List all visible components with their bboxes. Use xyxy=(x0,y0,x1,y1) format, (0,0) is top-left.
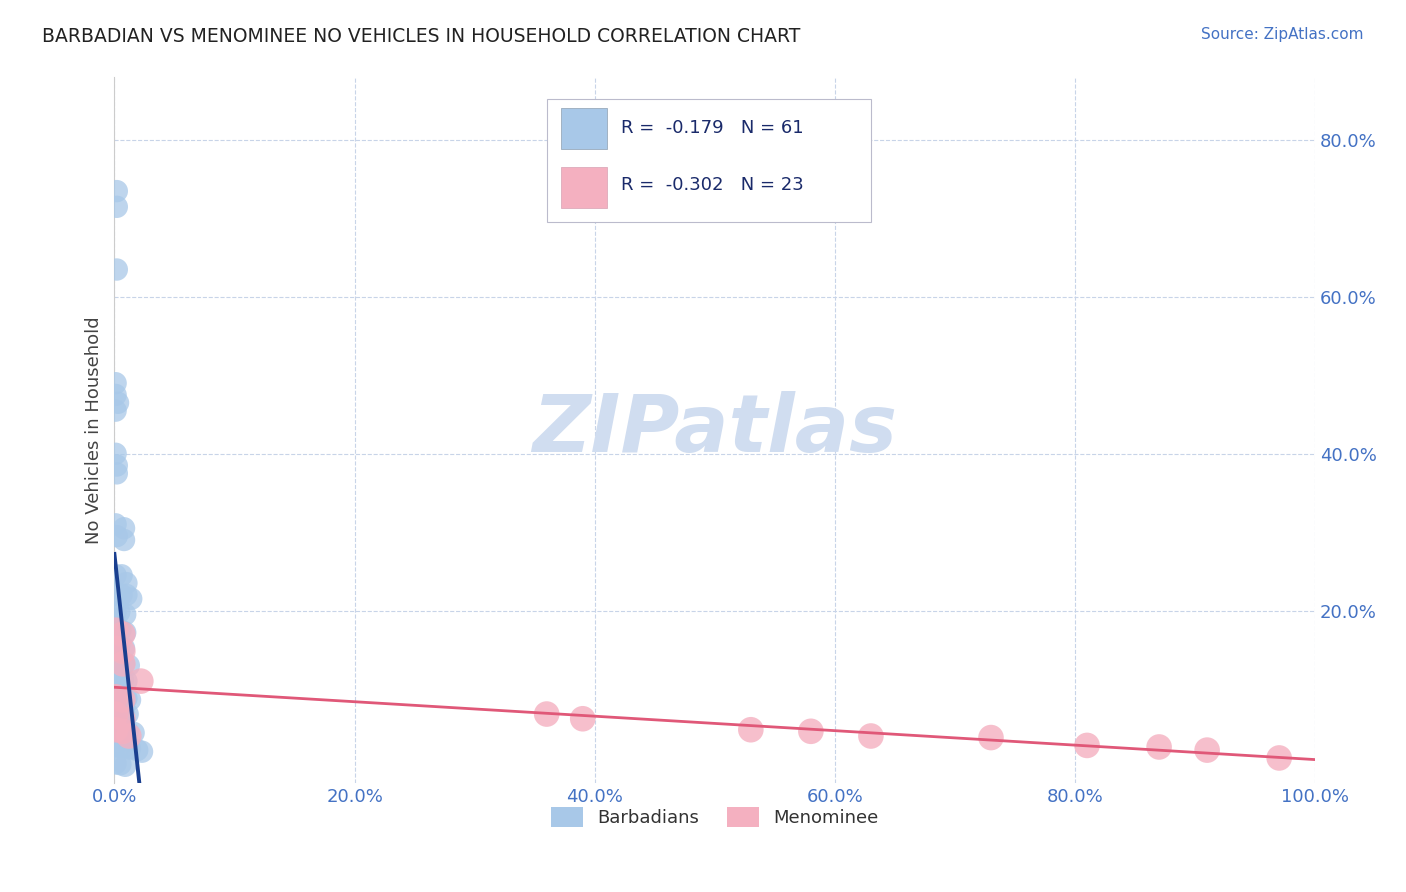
Text: BARBADIAN VS MENOMINEE NO VEHICLES IN HOUSEHOLD CORRELATION CHART: BARBADIAN VS MENOMINEE NO VEHICLES IN HO… xyxy=(42,27,800,45)
Point xyxy=(108,690,131,704)
Point xyxy=(120,591,142,606)
Point xyxy=(105,529,128,543)
Point xyxy=(114,607,136,622)
Point xyxy=(117,707,139,722)
Point xyxy=(118,729,141,743)
Point xyxy=(571,712,593,726)
Point xyxy=(1268,751,1291,765)
FancyBboxPatch shape xyxy=(561,109,607,150)
Text: Source: ZipAtlas.com: Source: ZipAtlas.com xyxy=(1201,27,1364,42)
Point xyxy=(536,707,558,722)
Point xyxy=(115,691,138,706)
Point xyxy=(107,396,129,410)
Point xyxy=(111,724,134,739)
Point xyxy=(105,467,128,481)
Point xyxy=(111,644,134,658)
Point xyxy=(740,723,762,737)
Point xyxy=(104,688,127,702)
Point xyxy=(108,673,131,687)
Legend: Barbadians, Menominee: Barbadians, Menominee xyxy=(544,799,886,834)
Point xyxy=(108,655,131,669)
Point xyxy=(108,723,131,737)
Point xyxy=(800,724,823,739)
Text: R =  -0.302   N = 23: R = -0.302 N = 23 xyxy=(621,177,804,194)
Point xyxy=(129,674,152,689)
Point xyxy=(104,721,127,735)
Point xyxy=(108,605,131,619)
Point xyxy=(104,723,127,737)
Point xyxy=(112,657,135,671)
Point xyxy=(114,759,136,773)
Point xyxy=(110,588,132,602)
Point xyxy=(104,623,127,637)
Point xyxy=(112,723,135,737)
Point xyxy=(111,712,134,726)
Point xyxy=(105,200,128,214)
Point xyxy=(111,657,134,671)
Point xyxy=(114,625,136,640)
Point xyxy=(104,588,127,602)
FancyBboxPatch shape xyxy=(547,99,870,222)
Point xyxy=(104,621,127,635)
Point xyxy=(127,743,149,757)
FancyBboxPatch shape xyxy=(561,167,607,208)
Point xyxy=(1147,739,1170,754)
Point xyxy=(115,674,138,689)
Point xyxy=(108,639,131,653)
Point xyxy=(105,184,128,198)
Point xyxy=(111,693,134,707)
Point xyxy=(104,704,127,718)
Point xyxy=(104,655,127,669)
Point xyxy=(122,726,145,740)
Point xyxy=(117,724,139,739)
Text: R =  -0.179   N = 61: R = -0.179 N = 61 xyxy=(621,120,804,137)
Point xyxy=(104,517,127,532)
Point xyxy=(104,707,127,722)
Point xyxy=(115,588,138,602)
Point xyxy=(104,670,127,684)
Point xyxy=(104,568,127,582)
Point xyxy=(110,568,132,582)
Point xyxy=(118,693,141,707)
Point xyxy=(104,376,127,391)
Point xyxy=(104,641,127,656)
Point xyxy=(110,757,132,772)
Point xyxy=(105,458,128,473)
Point xyxy=(108,706,131,720)
Text: ZIPatlas: ZIPatlas xyxy=(533,392,897,469)
Point xyxy=(104,403,127,417)
Point xyxy=(1197,743,1219,757)
Point xyxy=(111,627,134,641)
Point xyxy=(104,388,127,402)
Point xyxy=(118,658,141,673)
Point xyxy=(104,447,127,461)
Point xyxy=(118,741,141,756)
Point xyxy=(112,641,135,656)
Point xyxy=(104,756,127,771)
Point xyxy=(104,739,127,753)
Point xyxy=(112,521,135,535)
Point xyxy=(104,639,127,653)
Point xyxy=(111,690,134,704)
Point xyxy=(112,706,135,720)
Point xyxy=(115,576,138,591)
Point xyxy=(111,673,134,687)
Point xyxy=(112,533,135,547)
Point xyxy=(108,739,131,754)
Point xyxy=(112,739,135,754)
Y-axis label: No Vehicles in Household: No Vehicles in Household xyxy=(86,317,103,544)
Point xyxy=(1076,739,1098,753)
Point xyxy=(104,690,127,704)
Point xyxy=(980,731,1002,745)
Point xyxy=(859,729,882,743)
Point xyxy=(110,623,132,637)
Point xyxy=(131,745,153,759)
Point xyxy=(105,262,128,277)
Point xyxy=(104,605,127,619)
